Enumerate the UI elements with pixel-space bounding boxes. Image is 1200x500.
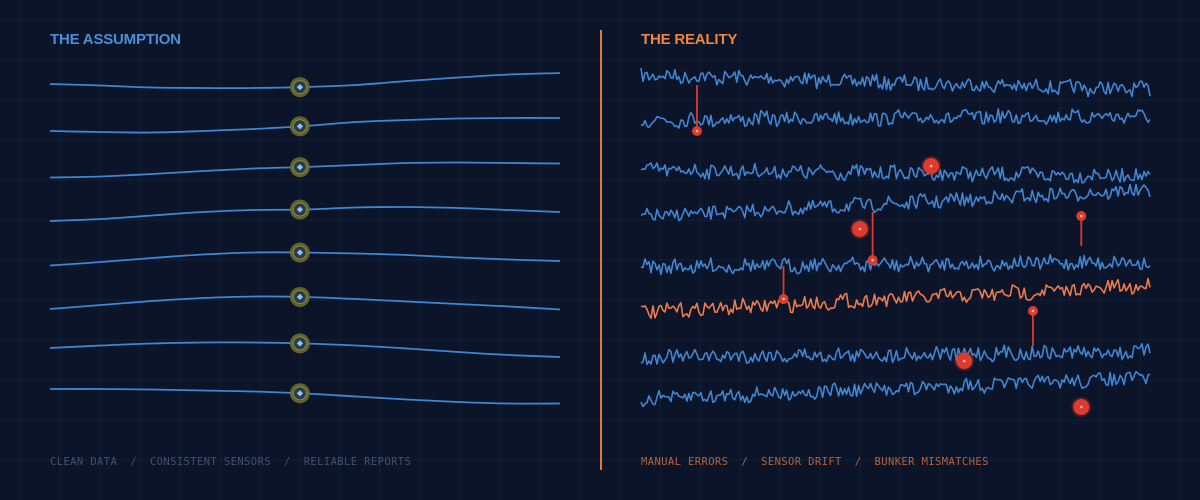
anomaly-marker-icon [921,156,942,176]
footer-item-bunker-mismatches: BUNKER MISMATCHES [874,456,989,468]
sensor-node-icon [289,116,310,137]
sensor-node-icon [289,157,310,178]
noisy-series-2 [641,108,1151,129]
anomaly-core [962,359,966,363]
anomaly-core [695,129,699,133]
anomaly-core [1079,405,1083,409]
footer-item-sensor-drift: SENSOR DRIFT [761,456,842,468]
anomaly-core [1079,214,1083,218]
footer-item-manual-errors: MANUAL ERRORS [641,456,729,468]
sensor-node-icon [289,383,310,404]
noisy-series-5 [640,254,1151,276]
sensor-node-icon [289,199,310,220]
sensor-node-core [296,340,304,347]
anomaly-marker-icon [954,351,975,371]
anomaly-core [858,227,862,231]
footer-separator: / [283,456,291,468]
footer-item-consistent-sensors: CONSISTENT SENSORS [149,456,271,468]
anomaly-marker-icon [867,212,878,265]
sensor-node-icon [289,242,310,263]
sensor-node-icon [289,286,310,307]
drift-series-highlight [640,277,1151,319]
footer-item-clean-data: CLEAN DATA [50,456,118,468]
noisy-series-1 [640,67,1151,98]
sensor-node-core [296,293,304,301]
footer-item-reliable-reports: RELIABLE REPORTS [303,456,412,468]
anomaly-marker-icon [691,85,702,136]
anomaly-core [929,164,933,168]
sensor-node-icon [289,333,310,354]
footer-separator: / [741,456,749,468]
noisy-series-7 [640,342,1151,366]
noisy-series-3 [640,162,1151,184]
anomaly-core [782,297,785,301]
noisy-series-4 [640,183,1151,222]
panel-divider [600,30,602,470]
sensor-node-core [296,390,304,397]
anomaly-marker-icon [849,219,870,239]
reality-footer: MANUAL ERRORS / SENSOR DRIFT / BUNKER MISMAT… [641,456,989,468]
noisy-series-8 [640,370,1151,408]
anomaly-marker-icon [778,266,789,304]
reality-title: THE REALITY [641,31,738,48]
sensor-node-icon [289,77,310,98]
anomaly-marker-icon [1071,397,1092,417]
footer-separator: / [854,456,862,468]
anomaly-core [1031,309,1035,313]
anomaly-core [871,258,874,262]
anomaly-marker-icon [1027,306,1038,346]
footer-separator: / [130,456,137,468]
assumption-title: THE ASSUMPTION [50,31,181,48]
assumption-footer: CLEAN DATA / CONSISTENT SENSORS / RELIABLE R… [50,456,411,468]
anomaly-marker-icon [1076,211,1087,246]
